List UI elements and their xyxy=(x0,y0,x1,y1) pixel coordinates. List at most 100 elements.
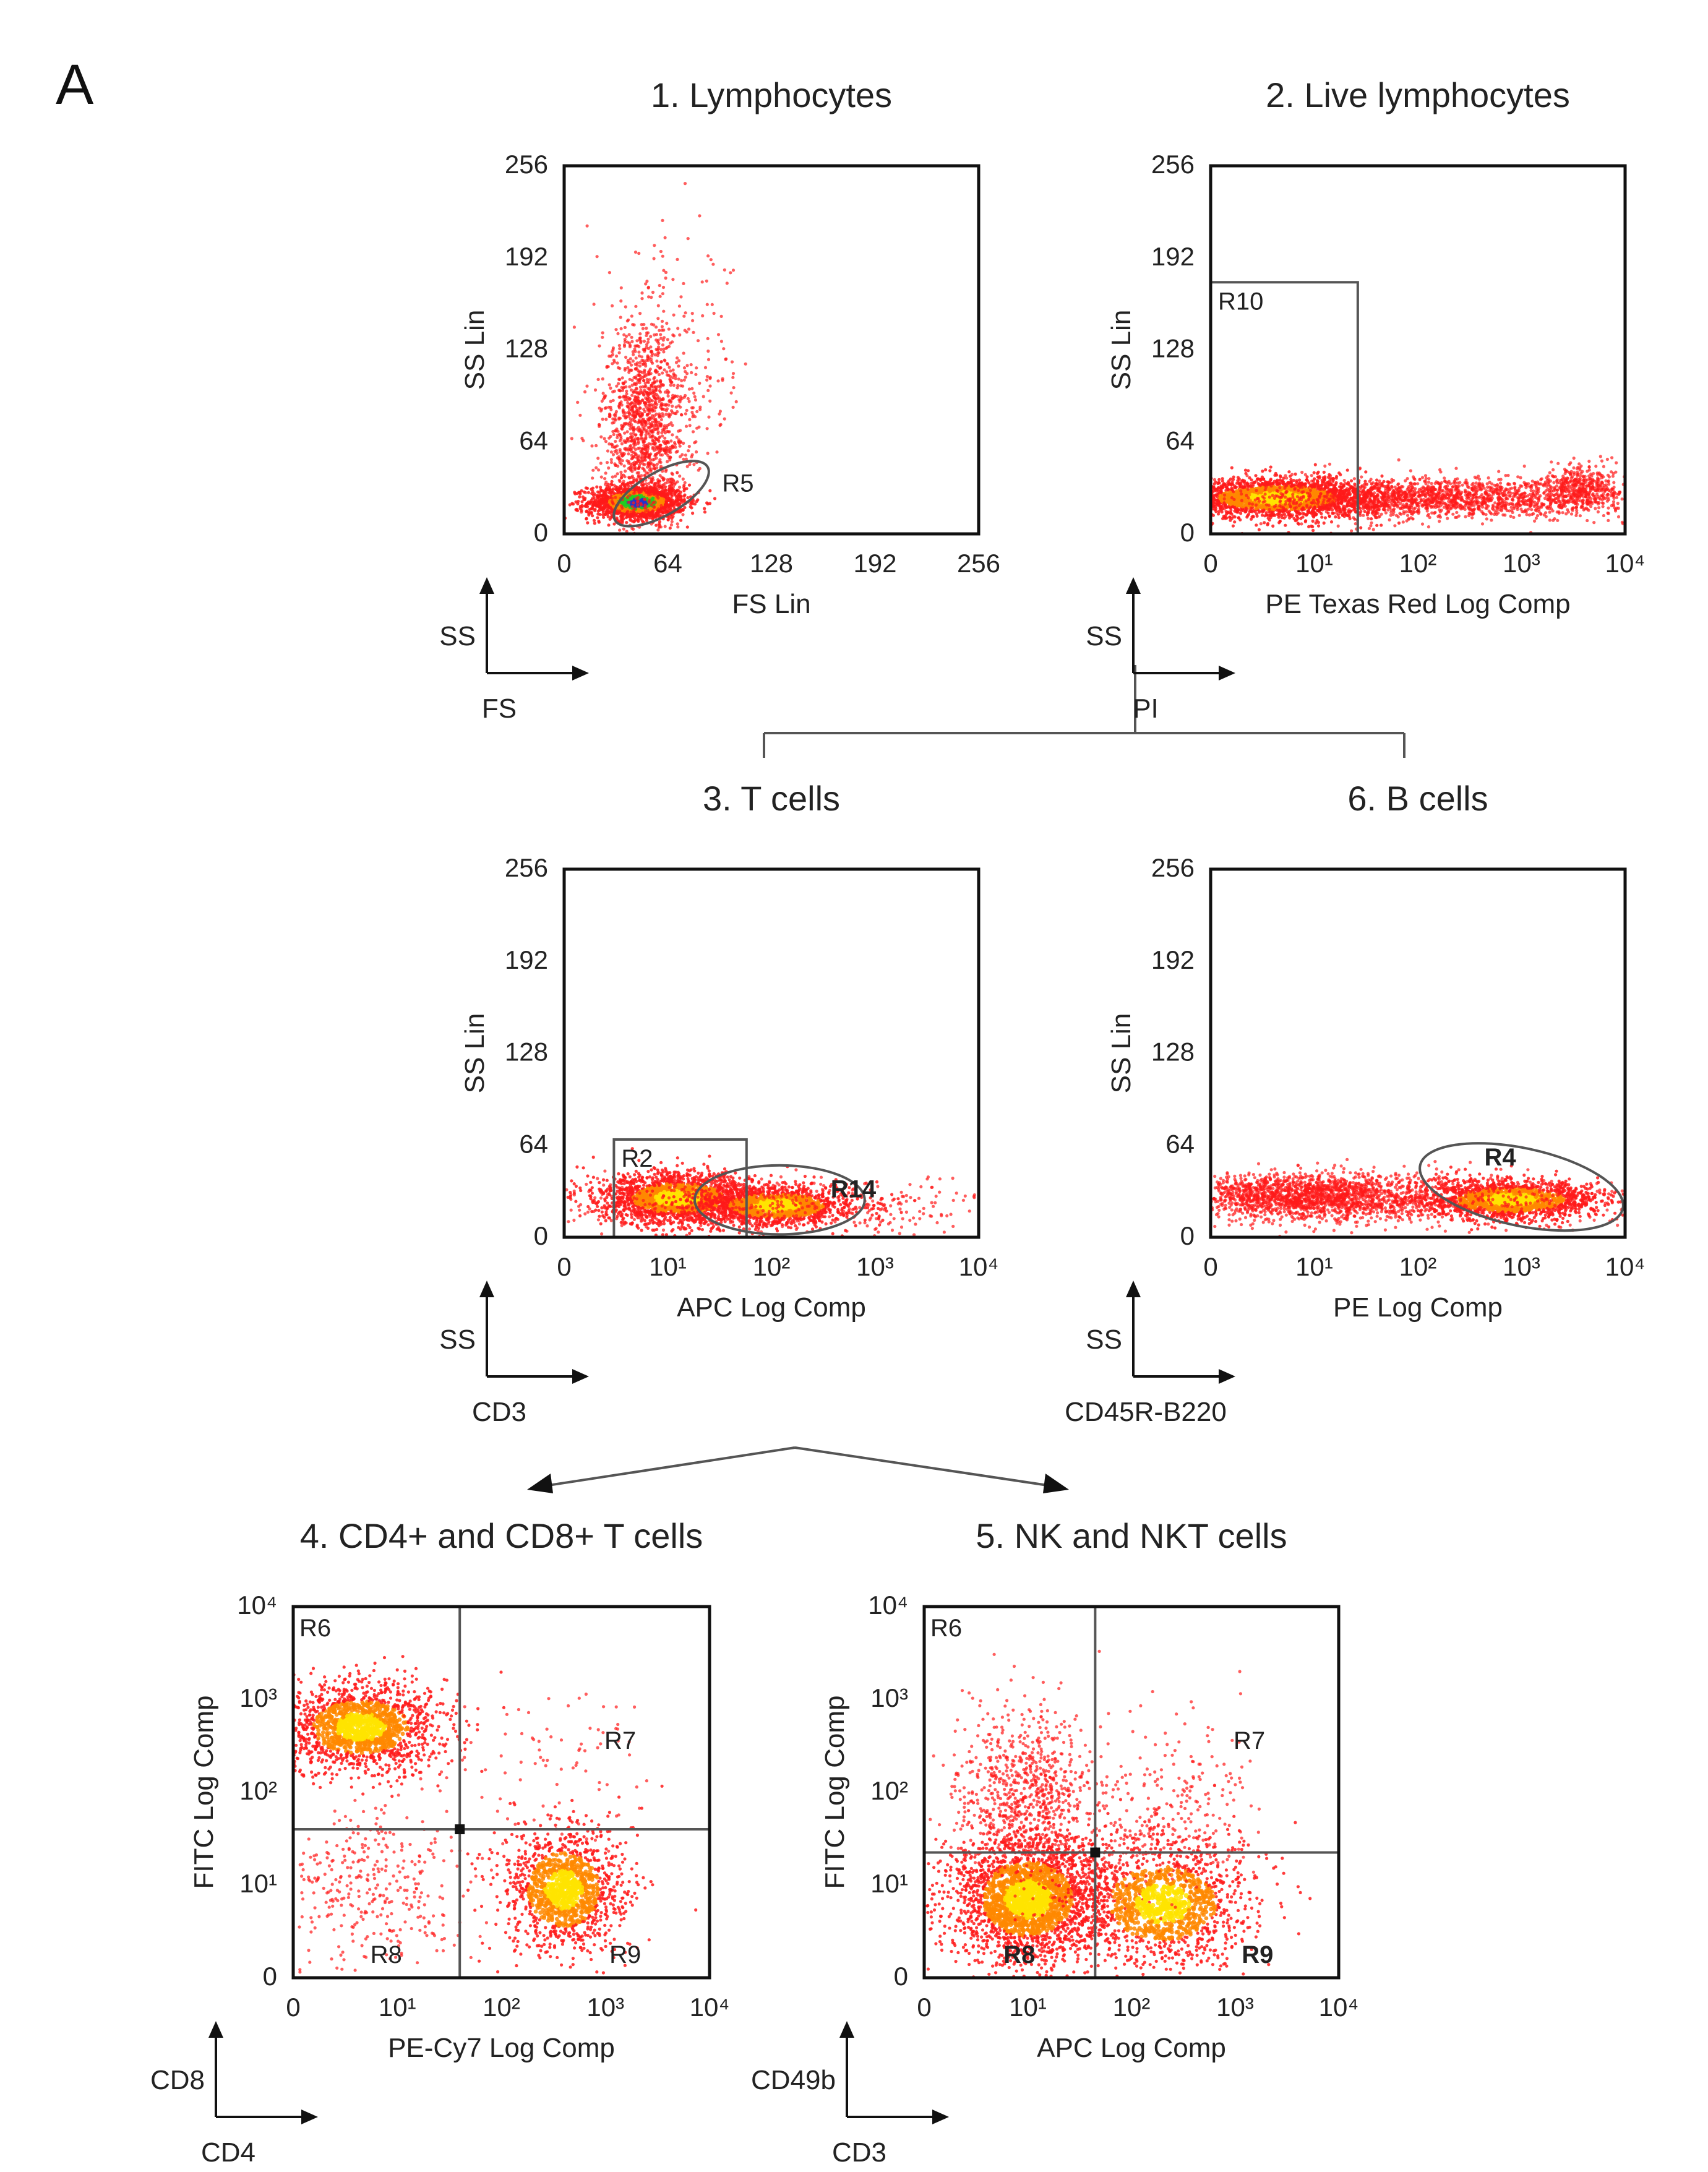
data-point xyxy=(661,510,664,514)
data-point xyxy=(1168,492,1171,496)
data-point xyxy=(1298,478,1302,482)
data-point xyxy=(671,502,675,505)
data-point xyxy=(650,503,653,507)
data-point xyxy=(646,431,650,435)
data-point xyxy=(711,262,715,266)
data-point xyxy=(607,523,611,527)
data-point xyxy=(645,428,648,432)
data-point xyxy=(640,474,643,478)
data-point xyxy=(1191,498,1194,501)
data-point xyxy=(692,391,696,395)
data-point xyxy=(609,482,613,486)
data-point xyxy=(652,492,656,496)
y-tick-label: 192 xyxy=(505,242,548,271)
data-point xyxy=(612,522,616,526)
data-point xyxy=(637,390,641,394)
data-point xyxy=(609,400,612,403)
data-point xyxy=(638,565,642,569)
data-point xyxy=(1201,515,1204,518)
data-point xyxy=(648,489,652,493)
data-point xyxy=(667,366,671,369)
chart-title: 1. Lymphocytes xyxy=(651,75,892,114)
data-point xyxy=(597,468,601,472)
data-point xyxy=(732,386,736,390)
data-point xyxy=(684,311,687,315)
data-point xyxy=(639,432,643,436)
data-point xyxy=(661,398,665,401)
population-2 xyxy=(556,182,747,525)
data-point xyxy=(656,432,660,436)
data-point xyxy=(625,319,629,323)
data-point xyxy=(615,384,619,388)
data-point xyxy=(620,459,624,463)
data-point xyxy=(1168,487,1171,491)
data-point xyxy=(1109,474,1112,478)
data-point xyxy=(620,504,624,508)
data-point xyxy=(633,465,637,469)
population-1 xyxy=(576,278,723,569)
data-point xyxy=(646,340,650,344)
data-point xyxy=(679,384,683,388)
data-point xyxy=(618,528,622,532)
data-point xyxy=(677,503,680,507)
data-point xyxy=(659,398,663,401)
data-point xyxy=(645,358,649,363)
data-point xyxy=(588,507,591,512)
data-point xyxy=(1170,514,1173,517)
data-point xyxy=(627,333,631,337)
data-point xyxy=(627,558,630,561)
data-point xyxy=(1145,480,1148,483)
data-point xyxy=(1268,518,1271,522)
data-point xyxy=(678,333,682,337)
data-point xyxy=(687,387,691,391)
data-point xyxy=(659,348,663,351)
data-point xyxy=(664,270,668,274)
data-point xyxy=(655,494,659,498)
data-point xyxy=(632,429,635,432)
data-point xyxy=(629,432,633,436)
data-point xyxy=(1191,497,1194,500)
data-point xyxy=(667,456,671,460)
data-point xyxy=(1239,512,1243,515)
data-point xyxy=(599,486,603,489)
data-point xyxy=(1199,491,1203,494)
data-points xyxy=(1109,455,1625,534)
data-point xyxy=(657,351,661,354)
data-point xyxy=(580,510,583,514)
data-point xyxy=(1322,470,1326,474)
data-point xyxy=(643,388,646,392)
data-point xyxy=(1139,495,1142,498)
data-point xyxy=(659,493,663,497)
data-point xyxy=(659,453,663,457)
data-point xyxy=(671,478,674,481)
data-point xyxy=(1190,488,1193,491)
data-point xyxy=(662,477,666,481)
data-point xyxy=(682,441,685,445)
data-point xyxy=(599,489,603,492)
data-point xyxy=(1248,476,1251,480)
data-point xyxy=(616,436,619,439)
data-point xyxy=(640,423,644,426)
data-point xyxy=(676,257,679,261)
data-point xyxy=(678,486,682,489)
data-point xyxy=(630,474,635,478)
data-point xyxy=(638,364,642,368)
data-point xyxy=(671,376,675,380)
data-point xyxy=(1139,509,1143,512)
data-point xyxy=(633,433,637,437)
data-point xyxy=(596,500,600,504)
data-point xyxy=(556,312,559,315)
data-point xyxy=(664,403,668,406)
data-point xyxy=(695,410,699,413)
data-point xyxy=(1289,478,1293,481)
data-point xyxy=(603,502,607,506)
data-point xyxy=(591,494,596,497)
data-point xyxy=(645,345,648,350)
data-point xyxy=(1236,479,1240,483)
data-point xyxy=(1203,492,1206,496)
data-point xyxy=(1187,489,1190,492)
data-point xyxy=(646,393,650,397)
data-point xyxy=(599,435,603,439)
data-point xyxy=(618,449,622,453)
data-point xyxy=(665,345,669,350)
